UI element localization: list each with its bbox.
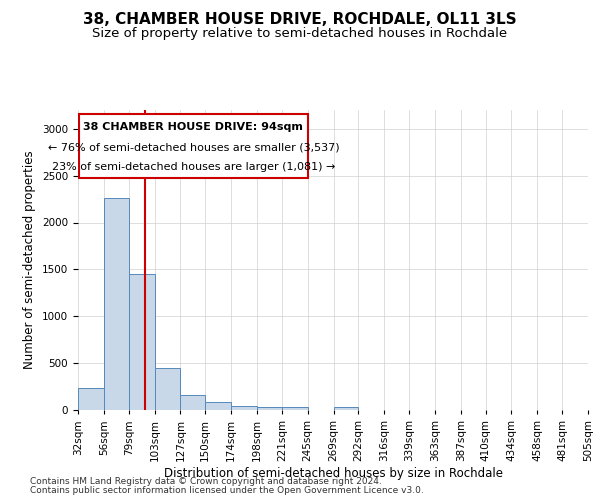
Text: Size of property relative to semi-detached houses in Rochdale: Size of property relative to semi-detach… (92, 28, 508, 40)
Bar (128, 274, 155, 410)
Bar (79, 114, 308, 178)
Text: 38, CHAMBER HOUSE DRIVE, ROCHDALE, OL11 3LS: 38, CHAMBER HOUSE DRIVE, ROCHDALE, OL11 … (83, 12, 517, 28)
Bar (231, 406, 257, 410)
Bar (181, 396, 205, 410)
Bar (155, 368, 181, 410)
Bar (78, 388, 104, 410)
Text: 23% of semi-detached houses are larger (1,081) →: 23% of semi-detached houses are larger (… (52, 162, 335, 172)
Bar (104, 198, 128, 410)
Bar (334, 407, 358, 410)
X-axis label: Distribution of semi-detached houses by size in Rochdale: Distribution of semi-detached houses by … (163, 466, 503, 479)
Text: 38 CHAMBER HOUSE DRIVE: 94sqm: 38 CHAMBER HOUSE DRIVE: 94sqm (83, 122, 304, 132)
Text: Contains public sector information licensed under the Open Government Licence v3: Contains public sector information licen… (30, 486, 424, 495)
Text: ← 76% of semi-detached houses are smaller (3,537): ← 76% of semi-detached houses are smalle… (47, 142, 339, 152)
Text: Contains HM Land Registry data © Crown copyright and database right 2024.: Contains HM Land Registry data © Crown c… (30, 477, 382, 486)
Bar (205, 402, 231, 410)
Y-axis label: Number of semi-detached properties: Number of semi-detached properties (23, 150, 37, 370)
Bar (282, 407, 308, 410)
Bar (257, 406, 282, 410)
